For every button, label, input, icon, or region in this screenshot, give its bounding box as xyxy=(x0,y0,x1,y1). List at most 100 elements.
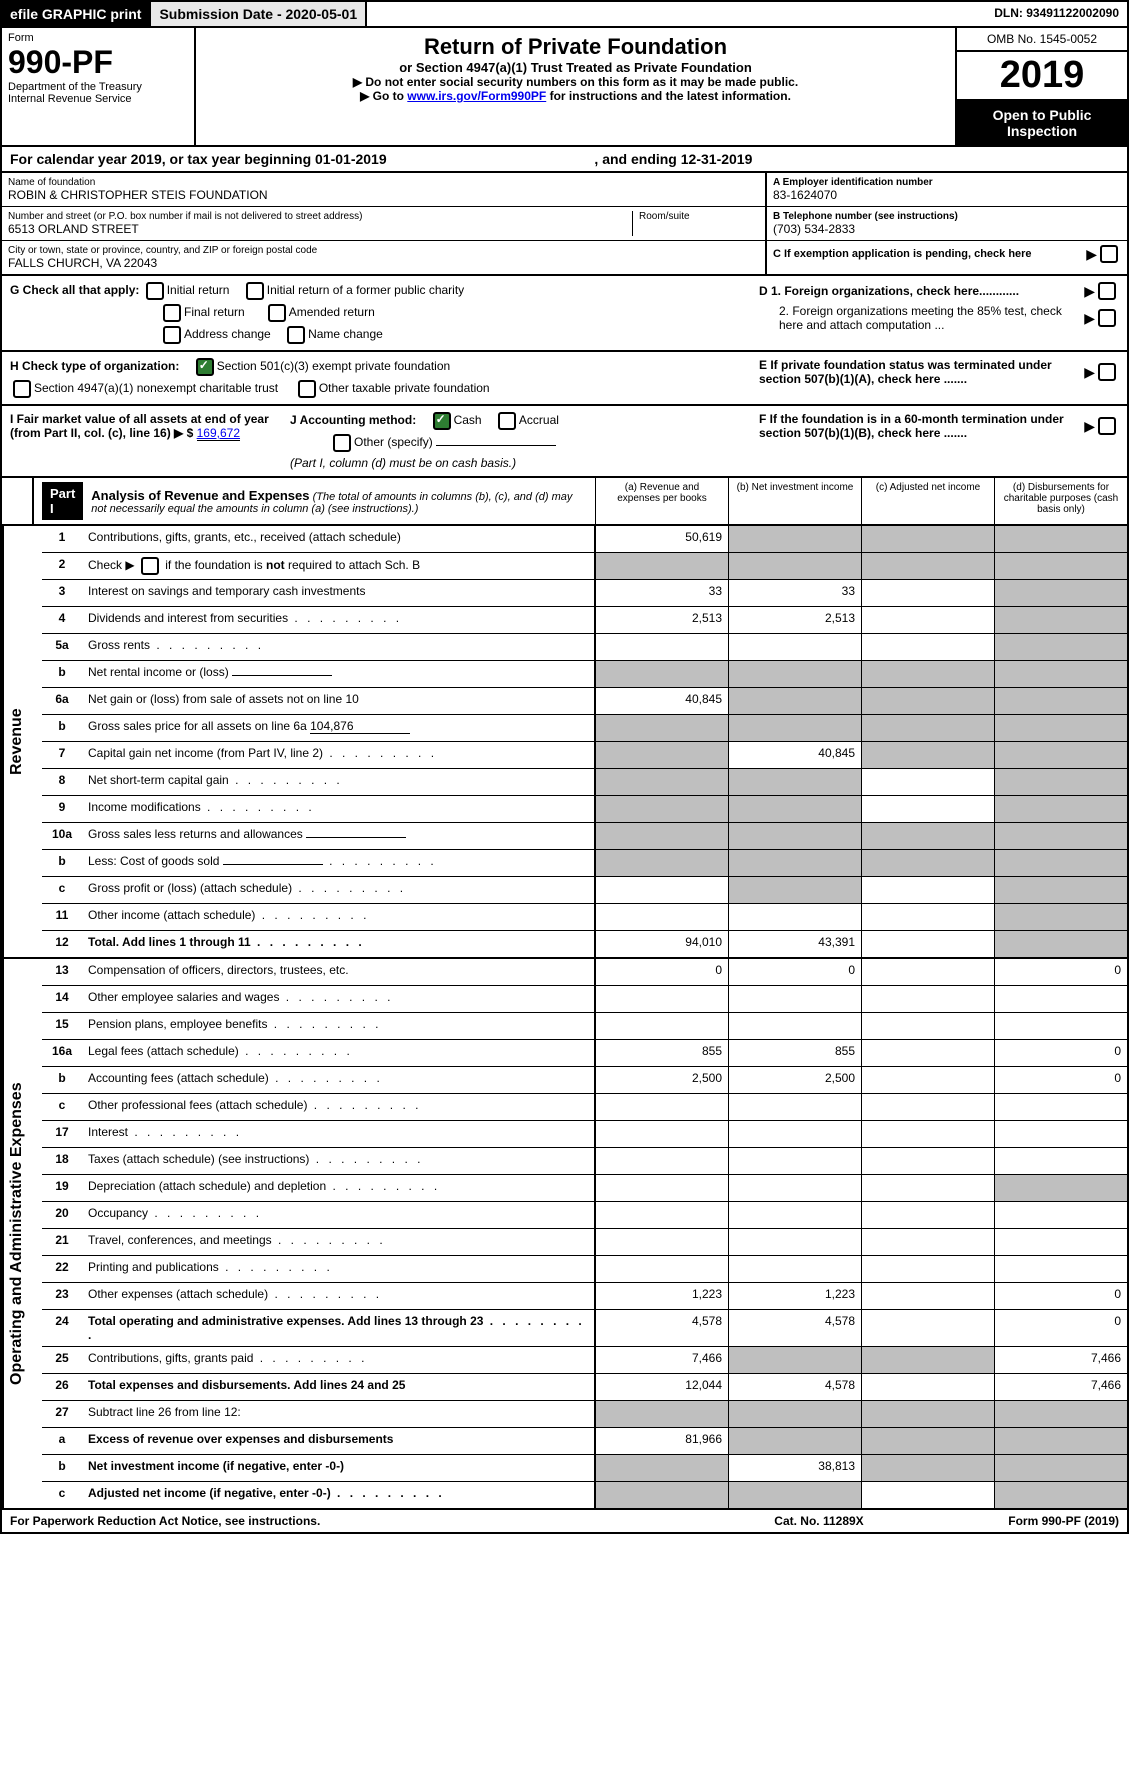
d1-checkbox[interactable] xyxy=(1098,282,1116,300)
table-row: bNet investment income (if negative, ent… xyxy=(42,1455,1127,1482)
cell-col-c xyxy=(861,1455,994,1481)
j3-checkbox[interactable] xyxy=(333,434,351,452)
row-label: Net rental income or (loss) xyxy=(82,661,595,687)
cell-col-a xyxy=(595,1148,728,1174)
cell-col-d xyxy=(994,715,1127,741)
side-col-header xyxy=(2,478,34,524)
g1-checkbox[interactable] xyxy=(146,282,164,300)
cell-col-d xyxy=(994,796,1127,822)
j2-checkbox[interactable] xyxy=(498,412,516,430)
row-number: b xyxy=(42,1455,82,1481)
row-label: Gross rents xyxy=(82,634,595,660)
room-label: Room/suite xyxy=(639,211,759,222)
cell-col-d xyxy=(994,1202,1127,1228)
row-number: 20 xyxy=(42,1202,82,1228)
cell-col-c xyxy=(861,1040,994,1066)
c-checkbox[interactable] xyxy=(1100,245,1118,263)
cell-col-a xyxy=(595,769,728,795)
table-row: 19Depreciation (attach schedule) and dep… xyxy=(42,1175,1127,1202)
row-label: Depreciation (attach schedule) and deple… xyxy=(82,1175,595,1201)
table-row: 11Other income (attach schedule) xyxy=(42,904,1127,931)
cell-col-d xyxy=(994,688,1127,714)
row-number: c xyxy=(42,1094,82,1120)
footer: For Paperwork Reduction Act Notice, see … xyxy=(0,1510,1129,1534)
h1-checkbox[interactable] xyxy=(196,358,214,376)
col-d-header: (d) Disbursements for charitable purpose… xyxy=(994,478,1127,524)
table-row: 20Occupancy xyxy=(42,1202,1127,1229)
cell-col-c xyxy=(861,904,994,930)
cell-col-b xyxy=(728,715,861,741)
inline-field[interactable] xyxy=(223,864,323,865)
calendar-year-row: For calendar year 2019, or tax year begi… xyxy=(0,147,1129,173)
cell-col-c xyxy=(861,1229,994,1255)
foundation-name: ROBIN & CHRISTOPHER STEIS FOUNDATION xyxy=(8,188,759,202)
c-label: C If exemption application is pending, c… xyxy=(773,248,1086,260)
cell-col-c xyxy=(861,1283,994,1309)
g5-checkbox[interactable] xyxy=(163,326,181,344)
cell-col-a: 50,619 xyxy=(595,526,728,552)
g2-checkbox[interactable] xyxy=(246,282,264,300)
f-block: F If the foundation is in a 60-month ter… xyxy=(759,412,1119,440)
submission-date: Submission Date - 2020-05-01 xyxy=(151,2,367,26)
h2-checkbox[interactable] xyxy=(13,380,31,398)
row-number: 26 xyxy=(42,1374,82,1400)
row-label: Total operating and administrative expen… xyxy=(82,1310,595,1346)
sch-b-checkbox[interactable] xyxy=(141,557,159,575)
row-label: Net short-term capital gain xyxy=(82,769,595,795)
cell-col-c xyxy=(861,1121,994,1147)
row-label: Check ▶ if the foundation is not require… xyxy=(82,553,595,579)
row-label: Gross profit or (loss) (attach schedule) xyxy=(82,877,595,903)
cell-col-c xyxy=(861,1013,994,1039)
cell-col-c xyxy=(861,959,994,985)
irs-link[interactable]: www.irs.gov/Form990PF xyxy=(407,89,546,103)
cell-col-d xyxy=(994,1455,1127,1481)
tax-year: 2019 xyxy=(957,52,1127,101)
cal-begin: 01-01-2019 xyxy=(315,151,387,167)
cell-col-b xyxy=(728,1013,861,1039)
g4-checkbox[interactable] xyxy=(268,304,286,322)
table-row: 27Subtract line 26 from line 12: xyxy=(42,1401,1127,1428)
g6-checkbox[interactable] xyxy=(287,326,305,344)
form-label: Form xyxy=(8,32,188,44)
phone-value: (703) 534-2833 xyxy=(773,222,1121,236)
g3-checkbox[interactable] xyxy=(163,304,181,322)
inline-field[interactable]: 104,876 xyxy=(310,719,410,734)
cell-col-a xyxy=(595,1256,728,1282)
j3-field[interactable] xyxy=(436,445,556,446)
cell-col-d xyxy=(994,1094,1127,1120)
f-checkbox[interactable] xyxy=(1098,417,1116,435)
row-label: Dividends and interest from securities xyxy=(82,607,595,633)
table-row: 15Pension plans, employee benefits xyxy=(42,1013,1127,1040)
table-row: 23Other expenses (attach schedule)1,2231… xyxy=(42,1283,1127,1310)
cell-col-d xyxy=(994,769,1127,795)
cell-col-a: 40,845 xyxy=(595,688,728,714)
instr1: ▶ Do not enter social security numbers o… xyxy=(202,75,949,89)
j1-checkbox[interactable] xyxy=(433,412,451,430)
g1-label: Initial return xyxy=(167,283,230,297)
city-cell: City or town, state or province, country… xyxy=(2,241,765,274)
cell-col-a: 1,223 xyxy=(595,1283,728,1309)
d2-checkbox[interactable] xyxy=(1098,309,1116,327)
row-label: Adjusted net income (if negative, enter … xyxy=(82,1482,595,1508)
cell-col-b xyxy=(728,1401,861,1427)
cell-col-c xyxy=(861,607,994,633)
row-number: 15 xyxy=(42,1013,82,1039)
inline-field[interactable] xyxy=(306,837,406,838)
expense-rows: 13Compensation of officers, directors, t… xyxy=(42,959,1127,1508)
i-value[interactable]: 169,672 xyxy=(197,426,240,441)
inline-field[interactable] xyxy=(232,675,332,676)
e-checkbox[interactable] xyxy=(1098,363,1116,381)
instr2-post: for instructions and the latest informat… xyxy=(546,89,791,103)
cell-col-d: 0 xyxy=(994,1067,1127,1093)
instr2: ▶ Go to www.irs.gov/Form990PF for instru… xyxy=(202,89,949,103)
cell-col-d xyxy=(994,1013,1127,1039)
efile-btn[interactable]: efile GRAPHIC print xyxy=(2,2,151,26)
table-row: 8Net short-term capital gain xyxy=(42,769,1127,796)
g3-label: Final return xyxy=(184,305,245,319)
table-row: 24Total operating and administrative exp… xyxy=(42,1310,1127,1347)
cell-col-d xyxy=(994,553,1127,579)
g-label: G Check all that apply: xyxy=(10,283,139,297)
cell-col-d xyxy=(994,877,1127,903)
h3-checkbox[interactable] xyxy=(298,380,316,398)
cell-col-c xyxy=(861,796,994,822)
